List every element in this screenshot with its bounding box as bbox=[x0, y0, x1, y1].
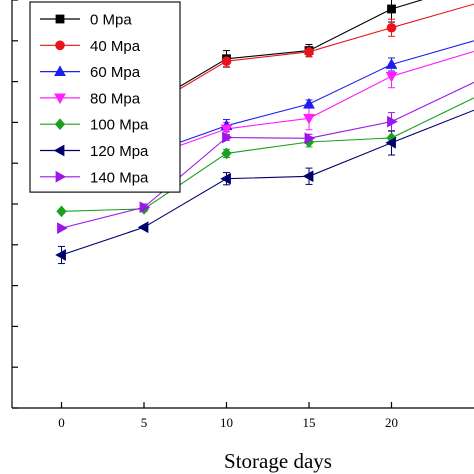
data-point-4-2 bbox=[221, 147, 232, 160]
data-point-5-2 bbox=[220, 172, 231, 185]
data-point-6-4 bbox=[387, 115, 398, 128]
data-point-5-1 bbox=[137, 221, 149, 234]
data-point-4-0 bbox=[56, 205, 67, 218]
x-tick-label-2: 10 bbox=[220, 415, 233, 430]
x-tick-label-4: 20 bbox=[385, 415, 398, 430]
data-point-1-3 bbox=[304, 47, 314, 57]
data-point-1-2 bbox=[221, 56, 232, 66]
data-point-3-4 bbox=[385, 71, 398, 83]
data-point-5-3 bbox=[302, 170, 314, 183]
series-line-4 bbox=[61, 97, 474, 212]
data-point-5-0 bbox=[55, 249, 66, 261]
legend-marker-4 bbox=[54, 118, 66, 131]
x-tick-labels: 0 5 10 15 20 bbox=[58, 415, 398, 430]
legend-marker-0 bbox=[55, 14, 65, 24]
data-point-5-4 bbox=[385, 136, 396, 149]
legend-label-0: 0 Mpa bbox=[90, 12, 132, 29]
legend: 0 Mpa 40 Mpa 60 Mpa 80 Mpa 100 Mpa 120 Mpa 140… bbox=[29, 1, 181, 193]
legend-box bbox=[29, 1, 181, 193]
data-point-6-2 bbox=[222, 131, 233, 144]
legend-label-3: 80 Mpa bbox=[90, 90, 141, 107]
legend-label-5: 120 Mpa bbox=[90, 143, 149, 160]
legend-label-1: 40 Mpa bbox=[90, 38, 141, 55]
series-line-5 bbox=[61, 109, 474, 256]
x-tick-label-3: 15 bbox=[303, 415, 316, 430]
legend-marker-2 bbox=[54, 65, 66, 76]
legend-marker-5 bbox=[53, 144, 65, 157]
data-point-0-4 bbox=[387, 4, 396, 14]
data-point-3-3 bbox=[303, 113, 315, 125]
data-point-1-4 bbox=[386, 22, 397, 33]
x-tick-label-1: 5 bbox=[141, 415, 148, 430]
legend-marker-3 bbox=[54, 93, 66, 105]
legend-label-2: 60 Mpa bbox=[90, 64, 141, 81]
data-point-6-0 bbox=[57, 222, 68, 234]
legend-marker-6 bbox=[55, 170, 67, 183]
legend-label-6: 140 Mpa bbox=[90, 169, 149, 186]
x-tick-label-0: 0 bbox=[58, 415, 65, 430]
axis-ticks bbox=[12, 0, 393, 409]
data-point-2-4 bbox=[385, 58, 398, 69]
legend-marker-1 bbox=[55, 40, 65, 51]
data-point-3-2 bbox=[220, 124, 233, 136]
data-point-6-3 bbox=[304, 132, 316, 145]
x-axis-title: Storage days bbox=[224, 449, 332, 473]
legend-label-4: 100 Mpa bbox=[90, 117, 149, 134]
data-point-6-1 bbox=[139, 201, 151, 214]
series-line-6 bbox=[61, 81, 474, 229]
data-point-2-3 bbox=[303, 97, 315, 109]
